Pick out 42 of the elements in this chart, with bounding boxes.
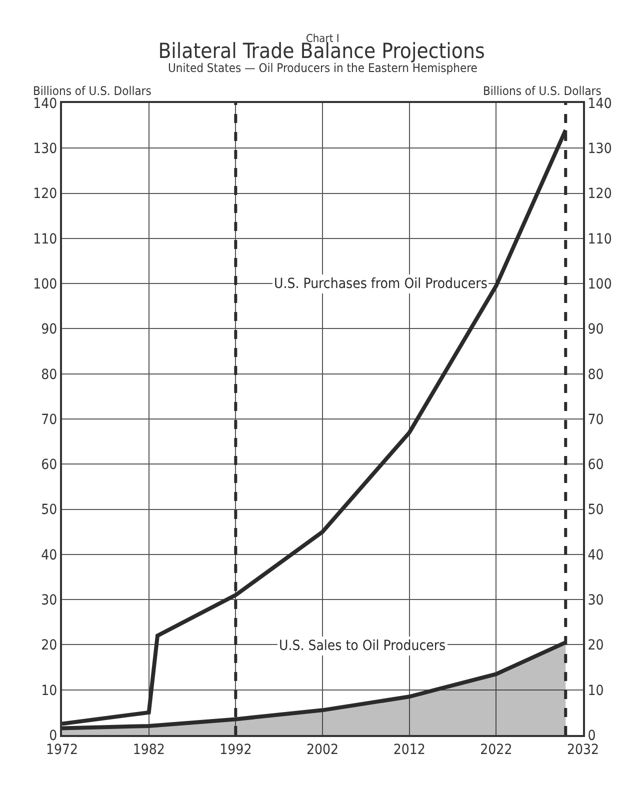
y2-tick-label: 60: [588, 457, 604, 474]
y2-tick-label: 120: [588, 186, 612, 202]
y-tick-label: 60: [41, 457, 58, 474]
x-tick-label: 2002: [306, 742, 339, 758]
y2-tick-label: 80: [588, 366, 604, 383]
y-tick-label: 130: [33, 141, 58, 158]
y-tick-label: 40: [41, 547, 58, 564]
y2-tick-label: 90: [588, 322, 604, 338]
y-tick-label: 120: [33, 186, 58, 202]
y2-tick-label: 100: [588, 276, 612, 292]
y-tick-label: 10: [41, 682, 58, 699]
y2-axis-title: Billions of U.S. Dollars: [483, 84, 602, 98]
y-tick-label: 100: [33, 276, 58, 292]
y-tick-label: 0: [49, 728, 58, 744]
chart-subtitle: United States — Oil Producers in the Eastern Hemisphere: [168, 61, 478, 75]
x-tick-label: 2022: [480, 742, 512, 758]
y2-tick-label: 20: [588, 638, 604, 654]
y2-tick-label: 30: [588, 592, 604, 608]
series-label: U.S. Purchases from Oil Producers: [274, 276, 488, 292]
y-tick-label: 140: [33, 96, 58, 112]
y2-tick-label: 140: [588, 96, 612, 112]
y2-tick-label: 50: [588, 502, 604, 518]
x-tick-label: 1972: [46, 742, 78, 758]
y2-tick-label: 130: [588, 141, 612, 158]
y-tick-label: 110: [33, 231, 58, 248]
y-axis-title: Billions of U.S. Dollars: [33, 84, 152, 98]
y-tick-label: 30: [41, 592, 58, 608]
x-tick-label: 1992: [220, 742, 252, 758]
y2-tick-label: 110: [588, 231, 612, 248]
x-tick-label: 1982: [132, 742, 165, 758]
text: U.S. Sales to Oil Producers: [279, 638, 446, 654]
y-tick-label: 90: [41, 322, 58, 338]
y2-tick-label: 0: [588, 728, 596, 744]
y2-tick-label: 10: [588, 682, 604, 699]
y2-tick-label: 70: [588, 412, 604, 428]
x-tick-label: 2012: [393, 742, 426, 758]
y-tick-label: 50: [41, 502, 58, 518]
x-tick-label: 2032: [566, 742, 600, 758]
y2-tick-label: 40: [588, 547, 604, 564]
y-tick-label: 20: [41, 638, 58, 654]
y-tick-label: 80: [41, 366, 58, 383]
y-tick-label: 70: [41, 412, 58, 428]
